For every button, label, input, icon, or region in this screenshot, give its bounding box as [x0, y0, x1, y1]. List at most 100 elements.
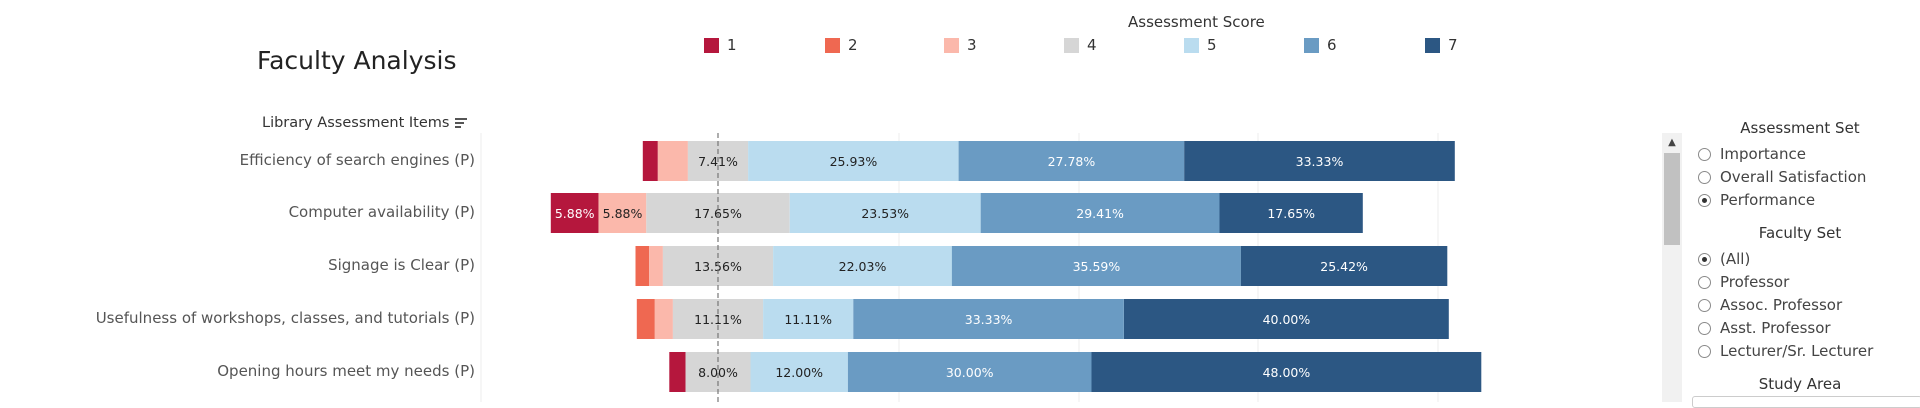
bar-segment-score-7: [1184, 141, 1455, 181]
faculty-set-option[interactable]: Asst. Professor: [1698, 319, 1831, 337]
radio-label: Importance: [1720, 145, 1806, 163]
legend-swatch: [1184, 37, 1199, 53]
row-label: Computer availability (P): [288, 203, 475, 221]
assessment-set-title: Assessment Set: [1740, 119, 1860, 137]
data-label: 27.78%: [1048, 154, 1096, 169]
radio-label: Overall Satisfaction: [1720, 168, 1867, 186]
data-label: 5.88%: [603, 206, 643, 221]
bar-segment-score-1: [550, 193, 599, 233]
faculty-set-option[interactable]: Professor: [1698, 273, 1789, 291]
legend-item-6[interactable]: 6: [1304, 36, 1337, 54]
data-label: 17.65%: [1267, 206, 1315, 221]
radio-label: (All): [1720, 250, 1751, 268]
legend-label: 7: [1448, 36, 1458, 54]
legend-item-1[interactable]: 1: [704, 36, 737, 54]
bar-segment-score-7: [1124, 299, 1449, 339]
row-label: Opening hours meet my needs (P): [217, 362, 475, 380]
bar-segment-score-3: [649, 246, 663, 286]
bar-segment-score-1: [642, 141, 658, 181]
radio-button[interactable]: [1698, 321, 1711, 335]
legend-swatch: [704, 37, 719, 53]
faculty-set-option[interactable]: (All): [1698, 250, 1750, 268]
study-area-title: Study Area: [1758, 375, 1842, 393]
legend-label: 3: [967, 36, 977, 54]
legend-item-7[interactable]: 7: [1425, 36, 1458, 54]
radio-label: Performance: [1720, 191, 1816, 209]
radio-label: Asst. Professor: [1720, 319, 1831, 337]
bar-segment-score-5: [748, 141, 959, 181]
radio-button[interactable]: [1698, 170, 1711, 184]
rows-header[interactable]: Library Assessment Items: [262, 115, 468, 131]
legend-item-5[interactable]: 5: [1184, 36, 1217, 54]
data-label: 13.56%: [694, 259, 742, 274]
legend-swatch: [1425, 37, 1440, 53]
bar-segment-score-3: [654, 299, 673, 339]
bar-segment-score-3: [598, 193, 647, 233]
radio-label: Professor: [1720, 273, 1790, 291]
data-label: 25.42%: [1320, 259, 1368, 274]
radio-button[interactable]: [1698, 298, 1711, 312]
data-label: 40.00%: [1263, 312, 1311, 327]
assessment-set-option[interactable]: Performance: [1698, 191, 1815, 209]
bar-segment-score-5: [773, 246, 952, 286]
legend-item-4[interactable]: 4: [1064, 36, 1097, 54]
data-label: 29.41%: [1076, 206, 1124, 221]
bar-segment-score-1: [669, 352, 686, 392]
bar-segment-score-5: [763, 299, 854, 339]
radio-button[interactable]: [1698, 193, 1711, 207]
legend-swatch: [825, 37, 840, 53]
legend-label: 6: [1327, 36, 1337, 54]
page-title: Faculty Analysis: [257, 46, 457, 75]
bar-segment-score-6: [847, 352, 1092, 392]
study-area-dropdown[interactable]: [1692, 396, 1920, 408]
data-label: 35.59%: [1073, 259, 1121, 274]
data-label: 33.33%: [965, 312, 1013, 327]
radio-button[interactable]: [1698, 252, 1711, 266]
diverging-bar-chart: 7.41% 25.93% 27.78% 33.33%5.88% 5.88% 17.65% 2…: [480, 133, 1482, 402]
legend-swatch: [1304, 37, 1319, 53]
bar-segment-score-7: [1240, 246, 1448, 286]
data-label: 30.00%: [946, 365, 994, 380]
bar-segment-score-2: [635, 246, 650, 286]
data-label: 33.33%: [1296, 154, 1344, 169]
data-label: 5.88%: [555, 206, 595, 221]
legend-item-3[interactable]: 3: [944, 36, 977, 54]
faculty-set-option[interactable]: Lecturer/Sr. Lecturer: [1698, 342, 1873, 360]
bar-segment-score-2: [636, 299, 655, 339]
sort-icon[interactable]: [455, 116, 468, 130]
faculty-set-title: Faculty Set: [1758, 224, 1842, 242]
row-label: Efficiency of search engines (P): [239, 151, 475, 169]
legend-label: 2: [848, 36, 858, 54]
data-label: 11.11%: [784, 312, 832, 327]
data-label: 23.53%: [861, 206, 909, 221]
faculty-set-option[interactable]: Assoc. Professor: [1698, 296, 1842, 314]
bar-segment-score-5: [750, 352, 848, 392]
bar-segment-score-3: [657, 141, 688, 181]
radio-label: Lecturer/Sr. Lecturer: [1720, 342, 1874, 360]
data-label: 12.00%: [775, 365, 823, 380]
row-label: Signage is Clear (P): [328, 256, 475, 274]
bar-segment-score-6: [980, 193, 1220, 233]
legend-title: Assessment Score: [1128, 13, 1265, 31]
bar-segment-score-7: [1091, 352, 1482, 392]
data-label: 48.00%: [1263, 365, 1311, 380]
bar-segment-score-7: [1219, 193, 1363, 233]
bar-segment-score-6: [951, 246, 1241, 286]
radio-button[interactable]: [1698, 147, 1711, 161]
assessment-set-option[interactable]: Overall Satisfaction: [1698, 168, 1866, 186]
legend-item-2[interactable]: 2: [825, 36, 858, 54]
row-label: Usefulness of workshops, classes, and tu…: [95, 309, 475, 327]
radio-button[interactable]: [1698, 344, 1711, 358]
legend-swatch: [944, 37, 959, 53]
rows-header-label: Library Assessment Items: [262, 115, 450, 131]
data-label: 22.03%: [839, 259, 887, 274]
radio-label: Assoc. Professor: [1720, 296, 1843, 314]
data-label: 25.93%: [830, 154, 878, 169]
bar-segment-score-6: [958, 141, 1185, 181]
bar-segment-score-5: [789, 193, 981, 233]
triangle-up-icon[interactable]: ▲: [1668, 137, 1676, 148]
assessment-set-option[interactable]: Importance: [1698, 145, 1806, 163]
scrollbar-thumb[interactable]: [1664, 153, 1680, 245]
bar-segment-score-6: [853, 299, 1124, 339]
radio-button[interactable]: [1698, 275, 1711, 289]
